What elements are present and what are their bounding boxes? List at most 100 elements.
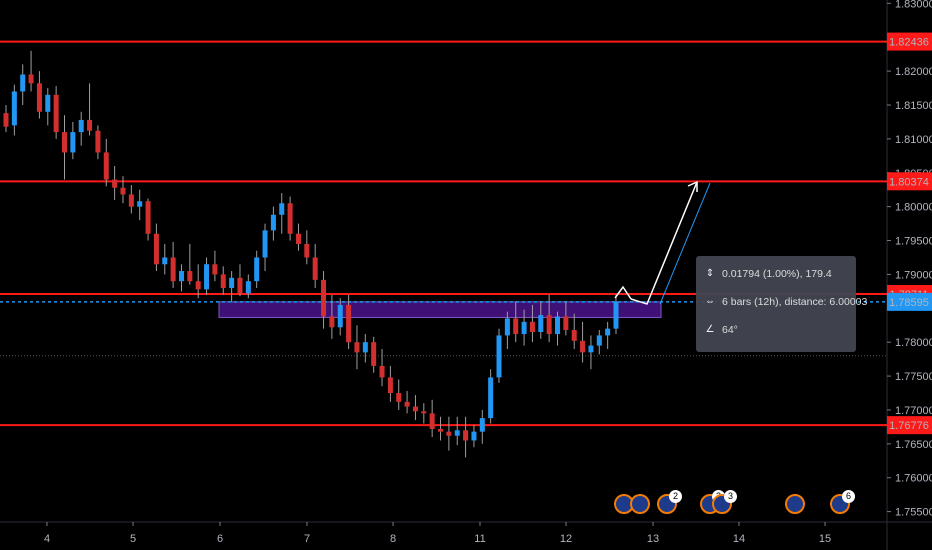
candle-body[interactable] [555, 316, 561, 335]
candle-body[interactable] [28, 74, 34, 84]
candle-body[interactable] [178, 271, 184, 282]
price-tick-label: 1.76500 [895, 439, 932, 451]
demand-zone-rect[interactable] [218, 301, 662, 318]
candle-body[interactable] [613, 301, 619, 329]
candle-body[interactable] [137, 201, 143, 207]
candle-body[interactable] [404, 401, 410, 407]
candle-body[interactable] [120, 187, 126, 195]
candle-body[interactable] [128, 194, 134, 207]
time-tick-label: 13 [647, 533, 659, 545]
candle-body[interactable] [170, 257, 176, 282]
candle-body[interactable] [387, 377, 393, 394]
candle-body[interactable] [588, 345, 594, 353]
candle-body[interactable] [396, 393, 402, 402]
candle-body[interactable] [504, 318, 510, 336]
candle-body[interactable] [187, 271, 193, 282]
candle-body[interactable] [254, 257, 260, 282]
event-count-badge: 2 [669, 490, 682, 503]
candle-body[interactable] [538, 315, 544, 333]
economic-event-icon[interactable] [785, 494, 805, 514]
candle-body[interactable] [479, 418, 485, 432]
projection-arrow-up-1[interactable] [614, 285, 632, 300]
time-tick-label: 15 [819, 533, 831, 545]
candle-body[interactable] [304, 243, 310, 258]
candle-body[interactable] [329, 316, 335, 328]
candle-body[interactable] [11, 91, 17, 126]
price-level-label: 1.76776 [889, 420, 929, 432]
candle-body[interactable] [195, 281, 201, 290]
measure-price-text: 0.01794 (1.00%), 179.4 [722, 268, 832, 280]
candle-body[interactable] [529, 321, 535, 333]
candle-body[interactable] [287, 203, 293, 234]
candle-body[interactable] [36, 83, 42, 112]
candle-body[interactable] [220, 274, 226, 288]
candle-body[interactable] [103, 152, 109, 180]
measure-price-row: ⇕ 0.01794 (1.00%), 179.4 [704, 268, 832, 280]
candle-body[interactable] [513, 318, 519, 335]
candle-body[interactable] [471, 431, 477, 441]
candle-body[interactable] [145, 201, 151, 234]
candle-body[interactable] [521, 321, 527, 335]
candle-body[interactable] [212, 264, 218, 275]
candle-body[interactable] [379, 365, 385, 378]
candle-body[interactable] [3, 113, 9, 127]
candle-body[interactable] [605, 328, 611, 336]
candle-body[interactable] [70, 132, 76, 153]
candle-body[interactable] [580, 340, 586, 353]
price-tick-label: 1.78000 [895, 337, 932, 349]
candle-body[interactable] [412, 406, 418, 412]
candle-body[interactable] [245, 281, 251, 294]
candle-body[interactable] [20, 74, 26, 92]
candle-body[interactable] [95, 130, 101, 153]
time-tick-label: 4 [44, 533, 50, 545]
candle-body[interactable] [78, 119, 84, 133]
projection-path[interactable] [630, 181, 698, 305]
candle-body[interactable] [496, 335, 502, 378]
candle-body[interactable] [546, 315, 552, 335]
candle-body[interactable] [153, 233, 159, 265]
candle-body[interactable] [438, 428, 444, 432]
current-price-badge [887, 292, 932, 311]
event-count-badge: 6 [842, 490, 855, 503]
candle-body[interactable] [270, 214, 276, 231]
candle-body[interactable] [371, 342, 377, 366]
candle-body[interactable] [596, 335, 602, 346]
candle-body[interactable] [346, 304, 352, 343]
candle-body[interactable] [321, 279, 327, 317]
price-tick-label: 1.79000 [895, 269, 932, 281]
candle-body[interactable] [87, 119, 93, 131]
candle-body[interactable] [454, 430, 460, 436]
candle-body[interactable] [204, 264, 210, 290]
current-price-label: 1.78595 [889, 297, 929, 309]
candle-body[interactable] [112, 179, 118, 188]
candle-body[interactable] [61, 132, 67, 153]
time-tick-label: 12 [560, 533, 572, 545]
candle-body[interactable] [463, 430, 469, 441]
candle-body[interactable] [488, 377, 494, 419]
price-range-icon: ⇕ [705, 268, 715, 279]
candle-body[interactable] [162, 257, 168, 265]
candle-body[interactable] [279, 203, 285, 215]
candle-body[interactable] [45, 94, 51, 112]
candle-body[interactable] [354, 342, 360, 353]
trend-line[interactable] [659, 182, 711, 305]
candle-body[interactable] [337, 304, 343, 328]
economic-event-icon[interactable] [630, 494, 650, 514]
candle-body[interactable] [362, 342, 368, 353]
price-tick-label: 1.75500 [895, 507, 932, 519]
candle-body[interactable] [446, 431, 452, 436]
candle-body[interactable] [571, 329, 577, 341]
candle-body[interactable] [563, 316, 569, 330]
candle-body[interactable] [312, 257, 318, 280]
candle-body[interactable] [429, 413, 435, 429]
price-tick-label: 1.82000 [895, 66, 932, 78]
measure-bars-row: ⇔ 6 bars (12h), distance: 6.00003 [704, 296, 867, 308]
candle-body[interactable] [421, 411, 427, 414]
candle-body[interactable] [237, 277, 243, 294]
candle-body[interactable] [295, 233, 301, 244]
candle-body[interactable] [53, 94, 59, 133]
candle-body[interactable] [229, 277, 235, 288]
candle-body[interactable] [262, 230, 268, 258]
